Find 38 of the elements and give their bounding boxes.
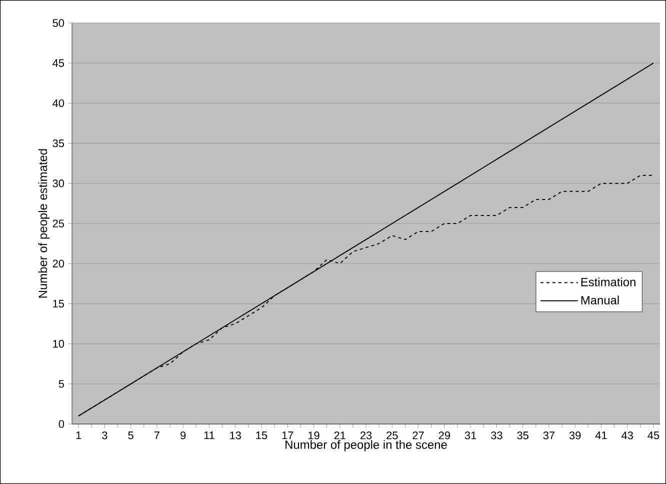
- x-tick-label: 9: [180, 432, 186, 440]
- y-tick-label: 10: [53, 340, 64, 348]
- y-tick-label: 45: [52, 59, 64, 67]
- x-tick-label: 15: [256, 432, 268, 440]
- x-tick-label: 33: [490, 432, 502, 440]
- x-tick-label: 5: [128, 432, 134, 440]
- y-tick-label: 25: [52, 220, 64, 228]
- x-tick-label: 7: [154, 432, 160, 440]
- x-tick-label: 11: [204, 432, 214, 440]
- x-tick-label: 21: [334, 432, 346, 440]
- legend-label: Estimation: [581, 278, 636, 286]
- x-tick-label: 31: [464, 432, 476, 440]
- x-tick-label: 17: [282, 432, 294, 440]
- x-tick-label: 13: [230, 432, 241, 440]
- x-tick-label: 41: [595, 432, 607, 440]
- y-tick-label: 40: [52, 99, 64, 108]
- y-tick-label: 35: [52, 139, 64, 148]
- y-tick-label: 50: [52, 19, 64, 27]
- y-axis-title: Number of people estimated: [38, 149, 50, 298]
- legend-label: Manual: [581, 296, 619, 304]
- x-tick-label: 39: [569, 432, 581, 440]
- y-tick-label: 5: [58, 380, 64, 388]
- x-tick-label: 27: [412, 432, 424, 440]
- x-tick-label: 35: [517, 432, 528, 440]
- y-tick-label: 20: [52, 260, 64, 268]
- x-tick-label: 45: [648, 432, 660, 440]
- x-tick-label: 19: [308, 432, 320, 440]
- x-tick-label: 43: [621, 432, 633, 440]
- x-tick-label: 3: [102, 432, 108, 440]
- x-tick-label: 29: [438, 432, 450, 440]
- y-tick-label: 15: [53, 300, 64, 308]
- y-tick-label: 0: [58, 420, 64, 428]
- x-tick-label: 25: [386, 432, 398, 440]
- x-axis-title: Number of people in the scene: [286, 440, 447, 452]
- x-tick-label: 23: [360, 432, 372, 440]
- x-tick-label: 1: [76, 432, 82, 440]
- x-tick-label: 37: [543, 432, 554, 440]
- y-tick-label: 30: [52, 180, 64, 188]
